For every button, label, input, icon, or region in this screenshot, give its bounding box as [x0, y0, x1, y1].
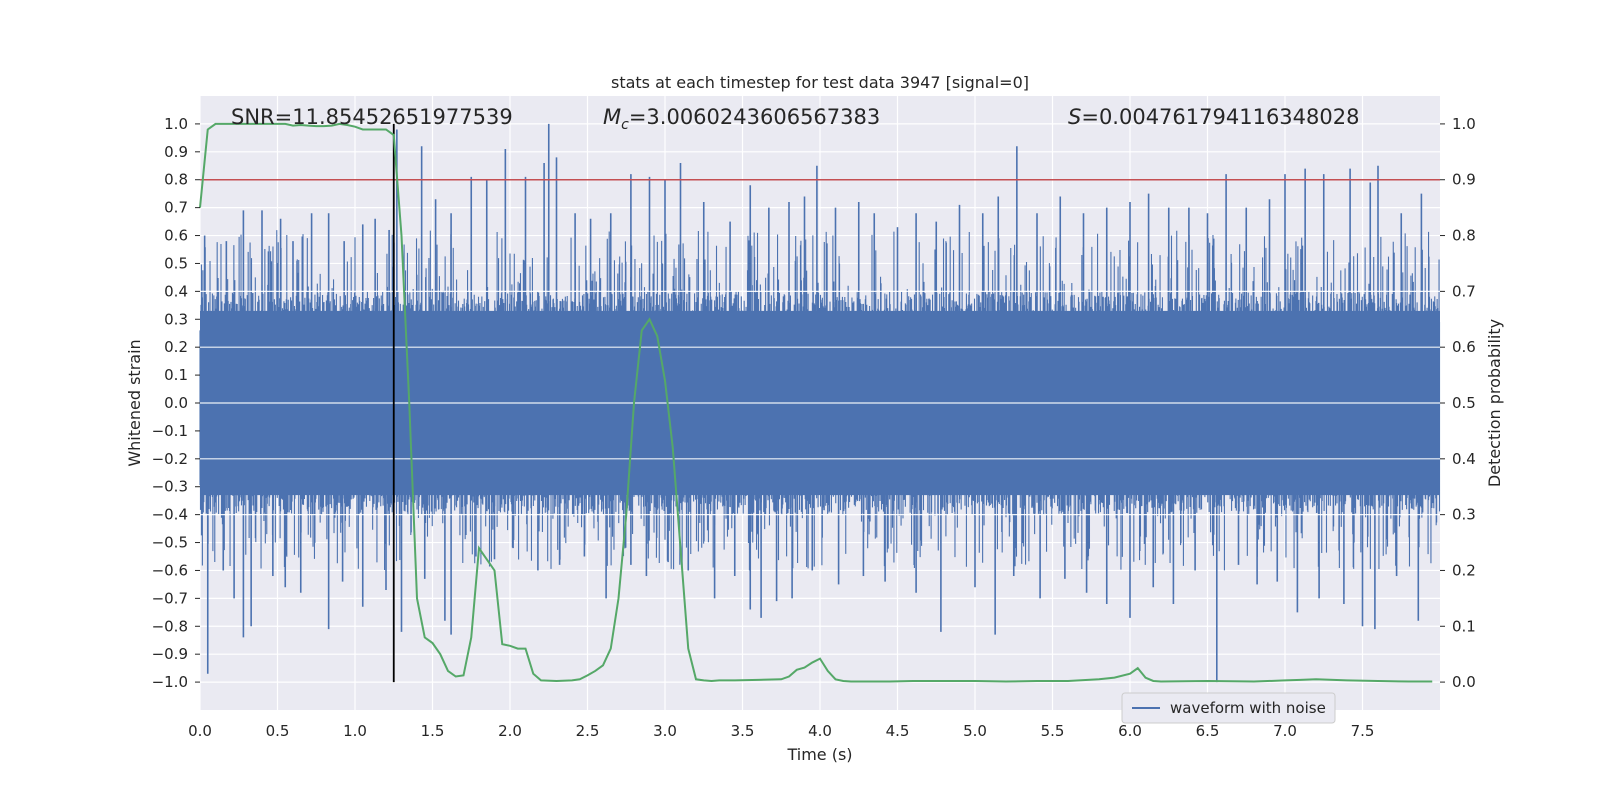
y-tick-label: −1.0 [152, 673, 188, 691]
y2-tick-label: 0.0 [1452, 673, 1476, 691]
y-tick-label: 0.4 [164, 282, 188, 300]
snr-annotation: SNR=11.85452651977539 [231, 105, 513, 129]
s-annotation: S=0.004761794116348028 [1068, 105, 1359, 129]
y2-tick-label: 0.5 [1452, 394, 1476, 412]
chirp-mass-annotation: Mc=3.0060243606567383 [603, 105, 880, 133]
probability-line [199, 122, 1433, 683]
y-tick-label: 0.9 [164, 143, 188, 161]
x-tick-label: 5.0 [963, 722, 987, 740]
x-tick-label: 0.5 [266, 722, 290, 740]
x-tick-label: 2.5 [576, 722, 600, 740]
overlay-lines [199, 122, 1440, 683]
y-tick-label: −0.6 [152, 561, 188, 579]
y-tick-label: −0.3 [152, 478, 188, 496]
legend-box [1121, 692, 1336, 724]
y2-tick-label: 0.3 [1452, 506, 1476, 524]
legend: waveform with noise [1121, 692, 1336, 724]
x-tick-label: 0.0 [188, 722, 212, 740]
y-tick-label: 0.5 [164, 254, 188, 272]
y-tick-label: −0.1 [152, 422, 188, 440]
x-tick-label: 1.5 [421, 722, 445, 740]
y2-tick-label: 0.4 [1452, 450, 1476, 468]
y-tick-label: −0.9 [152, 645, 188, 663]
y-axis-label: Whitened strain [125, 339, 144, 466]
y-tick-label: 0.2 [164, 338, 188, 356]
y2-tick-label: 0.7 [1452, 282, 1476, 300]
x-tick-label: 2.0 [498, 722, 522, 740]
y-axis-right: 1.0 0.9 0.8 0.7 0.6 0.5 0.4 0.3 0.2 0.1 0.0 [1440, 115, 1476, 691]
x-tick-label: 6.0 [1118, 722, 1142, 740]
s-symbol: S [1068, 105, 1081, 129]
x-tick-label: 7.0 [1273, 722, 1297, 740]
legend-label: waveform with noise [1170, 699, 1326, 717]
y-tick-label: 0.7 [164, 199, 188, 217]
y-tick-label: 1.0 [164, 115, 188, 133]
y-tick-label: 0.3 [164, 310, 188, 328]
y2-tick-label: 0.8 [1452, 227, 1476, 245]
x-tick-label: 4.0 [808, 722, 832, 740]
y-tick-label: −0.4 [152, 506, 188, 524]
y-tick-label: 0.1 [164, 366, 188, 384]
y-tick-label: −0.2 [152, 450, 188, 468]
x-tick-label: 7.5 [1351, 722, 1375, 740]
y-tick-label: −0.5 [152, 534, 188, 552]
x-tick-label: 6.5 [1196, 722, 1220, 740]
y-tick-label: 0.8 [164, 171, 188, 189]
chirp-mass-value: =3.0060243606567383 [629, 105, 880, 129]
y2-tick-label: 0.2 [1452, 561, 1476, 579]
y2-tick-label: 0.6 [1452, 338, 1476, 356]
y-tick-label: −0.7 [152, 589, 188, 607]
y2-tick-label: 0.9 [1452, 171, 1476, 189]
y2-tick-label: 1.0 [1452, 115, 1476, 133]
y2-tick-label: 0.1 [1452, 617, 1476, 635]
x-tick-label: 5.5 [1041, 722, 1065, 740]
x-tick-label: 1.0 [343, 722, 367, 740]
y-tick-label: −0.8 [152, 617, 188, 635]
y-tick-label: 0.6 [164, 227, 188, 245]
chirp-mass-symbol: M [603, 105, 621, 129]
x-tick-label: 3.5 [731, 722, 755, 740]
chart-title: stats at each timestep for test data 394… [611, 73, 1029, 92]
x-tick-label: 4.5 [886, 722, 910, 740]
x-tick-label: 3.0 [653, 722, 677, 740]
chirp-mass-subscript: c [621, 117, 629, 133]
s-value: =0.004761794116348028 [1081, 105, 1359, 129]
x-axis: 0.0 0.5 1.0 1.5 2.0 2.5 3.0 3.5 4.0 4.5 5.0 5.5 6.0 6… [188, 722, 1374, 740]
x-axis-label: Time (s) [786, 745, 852, 764]
y-tick-label: 0.0 [164, 394, 188, 412]
y-axis-left: 1.0 0.9 0.8 0.7 0.6 0.5 0.4 0.3 0.2 0.1 0.0 −0.1 −0.… [152, 115, 200, 691]
y2-axis-label: Detection probability [1485, 319, 1504, 487]
